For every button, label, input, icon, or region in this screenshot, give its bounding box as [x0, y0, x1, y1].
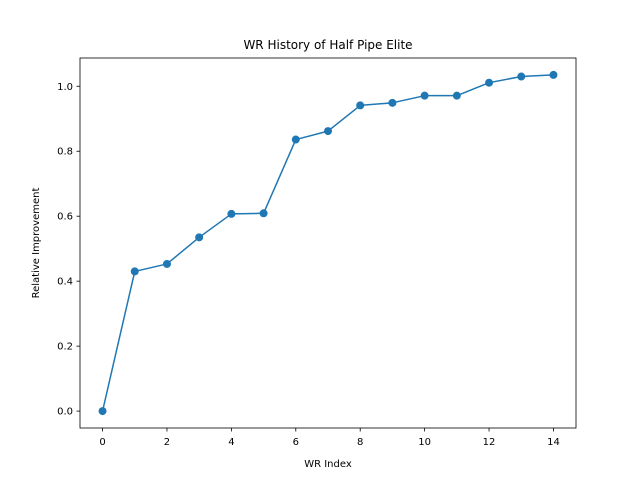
data-point [517, 72, 526, 81]
x-tick-label: 0 [99, 437, 105, 448]
data-point [227, 209, 236, 218]
data-point [130, 267, 139, 276]
y-tick-label: 0.4 [57, 277, 73, 288]
axes-frame [79, 57, 577, 429]
plot-area [98, 70, 558, 416]
data-point [195, 233, 204, 242]
x-tick-label: 8 [357, 437, 363, 448]
x-tick-label: 2 [164, 437, 170, 448]
y-tick-label: 0.6 [57, 212, 73, 223]
y-axis: 0.0 0.2 0.4 0.6 0.8 1.0 [57, 82, 80, 418]
y-tick-label: 0.2 [57, 342, 73, 353]
x-tick-label: 6 [293, 437, 299, 448]
x-tick-label: 12 [483, 437, 496, 448]
data-point [388, 98, 397, 107]
data-point [259, 209, 268, 218]
data-point [356, 101, 365, 110]
data-point [549, 70, 558, 79]
x-tick-label: 4 [228, 437, 234, 448]
y-tick-label: 1.0 [57, 82, 73, 93]
x-tick-label: 14 [547, 437, 560, 448]
y-tick-label: 0.0 [57, 407, 73, 418]
data-point [485, 78, 494, 87]
data-point [98, 407, 107, 416]
data-point [452, 91, 461, 100]
data-point [420, 91, 429, 100]
x-axis: 0 2 4 6 8 10 12 14 [99, 428, 560, 448]
x-tick-label: 10 [418, 437, 431, 448]
y-tick-label: 0.8 [57, 147, 73, 158]
data-point [162, 259, 171, 268]
x-axis-label: WR Index [304, 459, 352, 470]
y-axis-label: Relative Improvement [31, 188, 42, 299]
data-point [291, 135, 300, 144]
data-point [324, 127, 332, 136]
chart-title: WR History of Half Pipe Elite [243, 38, 412, 52]
